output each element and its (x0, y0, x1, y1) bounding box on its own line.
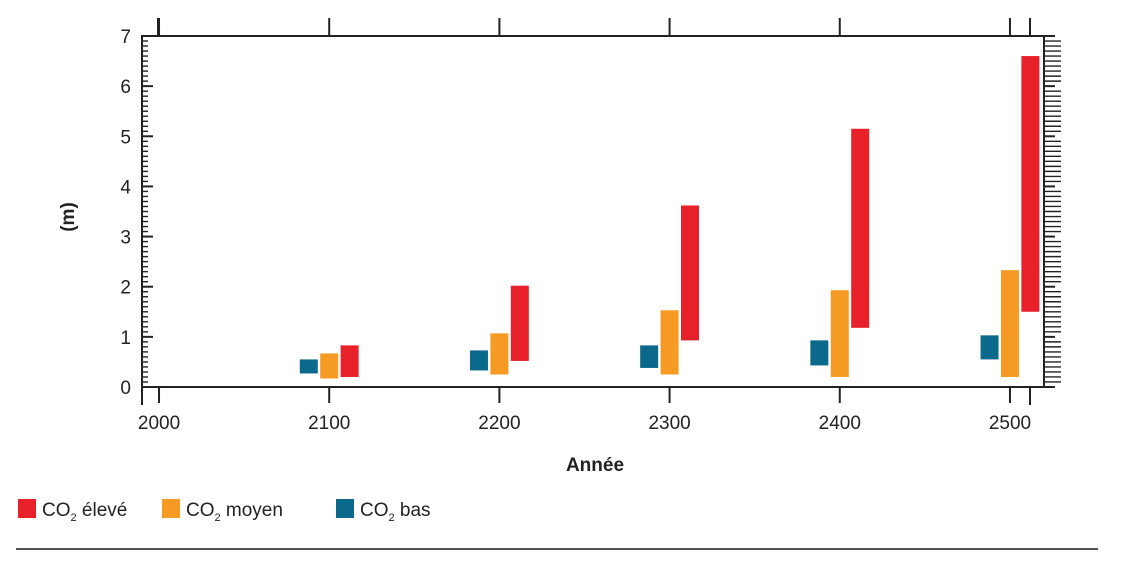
bar-medium-2400 (830, 290, 849, 377)
x-tick-label: 2400 (819, 413, 861, 434)
bar-high-2100 (340, 345, 359, 377)
legend-item-low: CO2 bas (336, 499, 431, 524)
bar-low-2500 (980, 335, 999, 360)
legend-label-high: CO2 élevé (42, 500, 127, 524)
x-axis-title: Année (566, 455, 624, 476)
legend-item-medium: CO2 moyen (162, 499, 283, 524)
bar-high-2200 (510, 285, 529, 361)
y-tick-label: 2 (120, 278, 131, 299)
legend-swatch-medium (162, 499, 180, 518)
bar-high-2400 (851, 128, 870, 328)
x-tick-label: 2000 (138, 413, 180, 434)
bar-medium-2500 (1000, 270, 1019, 377)
legend-swatch-low (336, 499, 354, 518)
legend-item-high: CO2 élevé (18, 499, 127, 524)
axis-ticks (142, 18, 1061, 403)
legend-label-medium: CO2 moyen (186, 500, 283, 524)
y-tick-label: 5 (120, 127, 131, 148)
y-tick-label: 1 (120, 328, 131, 349)
tick-labels: 0 1 2 3 4 5 6 7 2000 2100 2200 2300 2400 2500 (120, 27, 1031, 434)
y-tick-label: 7 (120, 27, 131, 48)
y-tick-label: 0 (120, 378, 131, 399)
bar-low-2100 (299, 359, 318, 374)
y-axis-title: (m) (58, 202, 79, 232)
legend-swatch-high (18, 499, 36, 518)
bar-medium-2200 (490, 333, 509, 375)
bar-high-2500 (1021, 56, 1040, 312)
bar-medium-2300 (660, 310, 679, 375)
bar-low-2300 (640, 345, 659, 368)
legend: CO2 élevé CO2 moyen CO2 bas (18, 499, 431, 524)
x-tick-label: 2200 (478, 413, 520, 434)
bar-high-2300 (681, 205, 700, 341)
bar-low-2400 (810, 340, 829, 366)
bar-low-2200 (469, 350, 488, 371)
bottom-divider (16, 548, 1098, 550)
legend-label-low: CO2 bas (360, 500, 431, 524)
plot-border (141, 35, 1045, 388)
bar-medium-2100 (320, 353, 339, 379)
y-tick-label: 3 (120, 228, 131, 249)
y-tick-label: 4 (120, 177, 131, 198)
bars (299, 56, 1040, 379)
x-tick-label: 2300 (648, 413, 690, 434)
x-tick-label: 2500 (989, 413, 1031, 434)
y-tick-label: 6 (120, 77, 131, 98)
plot-frame (141, 35, 1045, 405)
x-tick-label: 2100 (308, 413, 350, 434)
